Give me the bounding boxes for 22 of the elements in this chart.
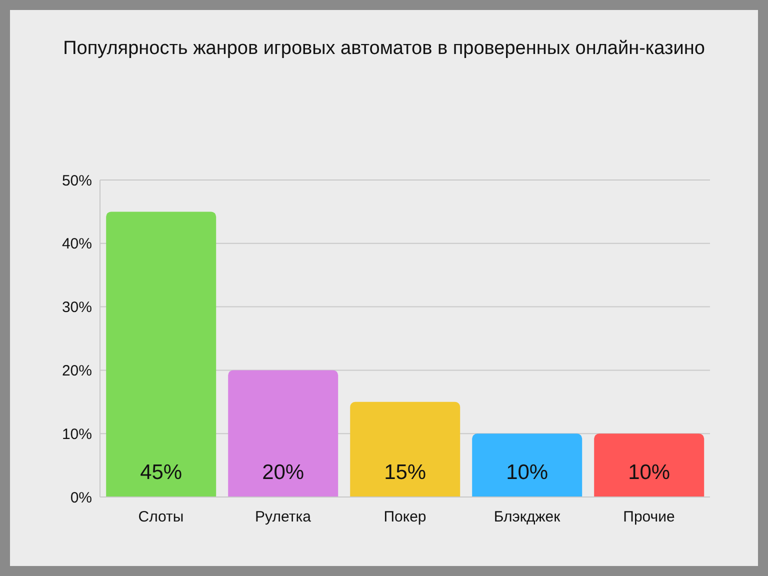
bar [472,434,582,497]
y-tick-label: 30% [62,299,92,316]
data-label: 45% [140,461,182,484]
x-tick-label: Прочие [623,508,675,526]
bar [228,370,338,497]
bar [350,402,460,497]
y-tick-label: 50% [62,172,92,190]
bar [106,212,216,497]
data-label: 10% [628,461,670,484]
x-tick-label: Блэкджек [494,508,561,526]
y-tick-label: 20% [62,362,92,380]
x-tick-label: Слоты [138,508,184,526]
y-tick-label: 10% [62,426,92,443]
bar [594,434,704,497]
y-tick-label: 40% [62,236,92,253]
x-tick-label: Покер [384,508,426,526]
data-label: 20% [262,461,304,484]
data-label: 10% [506,461,548,484]
y-tick-label: 0% [70,489,92,506]
chart-title: Популярность жанров игровых автоматов в проверенных онлайн-казино [62,37,706,61]
data-label: 15% [384,461,426,484]
x-tick-label: Рулетка [255,508,312,526]
